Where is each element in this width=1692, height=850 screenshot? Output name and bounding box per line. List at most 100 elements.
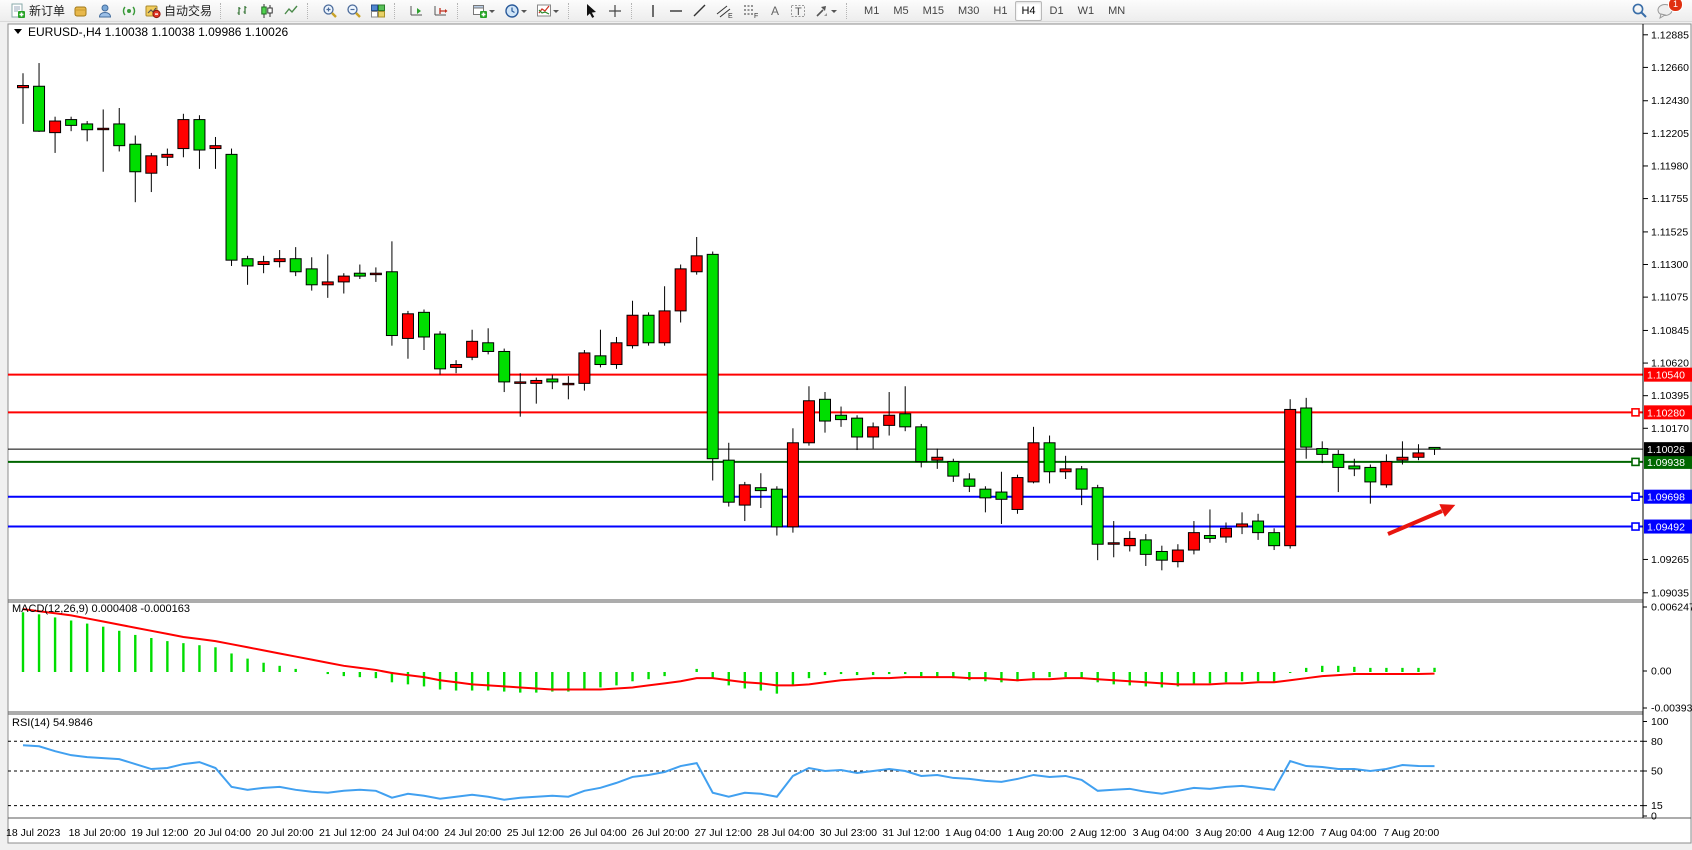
signals-button[interactable]: [117, 0, 141, 22]
timeframe-m30[interactable]: M30: [958, 4, 980, 17]
time-axis-label: 1 Aug 20:00: [1008, 827, 1064, 839]
autotrading-button[interactable]: 自动交易: [141, 0, 216, 22]
candle-body: [1107, 542, 1120, 545]
vertical-line-tool[interactable]: [642, 0, 664, 22]
one-click-trading-toggle[interactable]: [14, 29, 22, 34]
trendline-icon: [693, 4, 706, 16]
line-chart-mode-button[interactable]: [279, 0, 303, 22]
candle-chart-mode-button[interactable]: [255, 0, 279, 22]
line-drag-handle[interactable]: [1631, 522, 1640, 531]
candle-body: [690, 255, 703, 273]
bar-chart-mode-button[interactable]: [231, 0, 255, 22]
zoom-out-icon: [347, 3, 361, 18]
timeframe-mn[interactable]: MN: [1108, 4, 1126, 17]
arrows-tool-dropdown[interactable]: [810, 0, 842, 22]
time-axis-label: 20 Jul 20:00: [256, 827, 313, 839]
candle-body: [321, 281, 334, 286]
rsi-line: [22, 744, 1435, 801]
candle-body: [1348, 465, 1361, 470]
cursor-tool-button[interactable]: [579, 0, 603, 22]
price-badge: [1644, 405, 1692, 420]
toolbar-separator: [846, 2, 854, 19]
time-axis-label: 24 Jul 20:00: [444, 827, 501, 839]
arrow-annotation-shaft[interactable]: [1387, 509, 1443, 536]
new-order-button[interactable]: 新订单: [6, 0, 69, 22]
time-axis-label: 26 Jul 20:00: [632, 827, 689, 839]
candle-body: [658, 310, 671, 344]
auto-scroll-button[interactable]: [405, 0, 429, 22]
candle-body: [738, 484, 751, 506]
candle-body: [883, 414, 896, 426]
candlestick-series: [17, 63, 1441, 571]
zoom-in-button[interactable]: [318, 0, 342, 22]
timeframe-w1[interactable]: W1: [1077, 4, 1095, 17]
profiles-dropdown[interactable]: [500, 0, 532, 22]
profile-button[interactable]: [93, 0, 117, 22]
candle-body: [401, 313, 414, 339]
candle-body: [1123, 537, 1136, 547]
candle-body: [1396, 456, 1409, 461]
chat-unread-badge: 1: [1668, 0, 1683, 12]
price-badge: [1644, 367, 1692, 382]
timeframe-h1[interactable]: H1: [993, 4, 1008, 17]
candle-body: [305, 268, 318, 286]
timeframe-m5[interactable]: M5: [893, 4, 909, 17]
chart-shift-button[interactable]: [429, 0, 453, 22]
chart-canvas[interactable]: MACD(12,26,9) 0.000408 -0.000163 RSI(14) …: [0, 22, 1692, 850]
search-icon: [1632, 3, 1647, 18]
fibonacci-tool[interactable]: F: [738, 0, 764, 22]
line-drag-handle[interactable]: [1631, 408, 1640, 417]
indicators-dropdown[interactable]: [532, 0, 564, 22]
toolbar-separator: [568, 2, 576, 19]
timeframe-group: M1 M5 M15 M30 H1 H4 D1 W1 MN: [857, 0, 1132, 21]
timeframe-d1[interactable]: D1: [1049, 4, 1064, 17]
candle-body: [915, 426, 928, 463]
time-axis-label: 19 Jul 12:00: [131, 827, 188, 839]
channel-icon: E: [716, 5, 733, 19]
toolbar-separator: [394, 2, 402, 19]
candle-body: [1059, 468, 1072, 473]
crosshair-tool-button[interactable]: [603, 0, 627, 22]
line-drag-handle[interactable]: [1631, 492, 1640, 501]
zoom-out-button[interactable]: [342, 0, 366, 22]
cube-icon: [74, 6, 87, 16]
tile-windows-icon: [371, 4, 386, 17]
text-label-tool[interactable]: T: [786, 0, 810, 22]
text-tool[interactable]: A: [764, 0, 786, 22]
timeframe-m15[interactable]: M15: [922, 4, 944, 17]
price-axis-label: 1.11980: [1651, 160, 1688, 172]
new-chart-icon: [473, 4, 488, 18]
price-axis-label: 1.09265: [1651, 554, 1689, 566]
chevron-down-icon: [489, 9, 496, 13]
new-chart-dropdown[interactable]: [468, 0, 500, 22]
market-watch-button[interactable]: [69, 0, 93, 22]
line-drag-handle[interactable]: [1631, 457, 1640, 467]
clock-icon: [505, 3, 519, 18]
equidistant-channel-tool[interactable]: E: [712, 0, 738, 22]
candle-body: [498, 350, 511, 383]
zoom-in-icon: [323, 3, 337, 18]
candle-body: [1171, 549, 1184, 563]
price-axis-label: 1.11755: [1651, 193, 1688, 205]
rsi-label: RSI(14) 54.9846: [12, 717, 93, 729]
time-axis-label: 20 Jul 04:00: [194, 827, 251, 839]
chat-button[interactable]: 1: [1652, 0, 1683, 22]
tile-windows-button[interactable]: [366, 0, 390, 22]
price-axis-label: 1.10395: [1651, 390, 1689, 402]
candle-body: [1252, 520, 1265, 534]
candle-body: [81, 123, 94, 131]
time-axis-label: 25 Jul 12:00: [507, 827, 564, 839]
candle-body: [851, 417, 864, 438]
timeframe-m1[interactable]: M1: [864, 4, 880, 17]
trendline-tool[interactable]: [688, 0, 712, 22]
toolbar-separator: [220, 2, 228, 19]
search-button[interactable]: [1627, 0, 1652, 22]
svg-text:T: T: [795, 6, 802, 18]
arrow-annotation-head[interactable]: [1439, 504, 1456, 517]
price-badge: [1644, 519, 1692, 534]
timeframe-h4[interactable]: H4: [1015, 0, 1042, 21]
price-axis-label: 1.12885: [1651, 29, 1689, 41]
horizontal-line-tool[interactable]: [664, 0, 688, 22]
candle-body: [241, 258, 254, 267]
